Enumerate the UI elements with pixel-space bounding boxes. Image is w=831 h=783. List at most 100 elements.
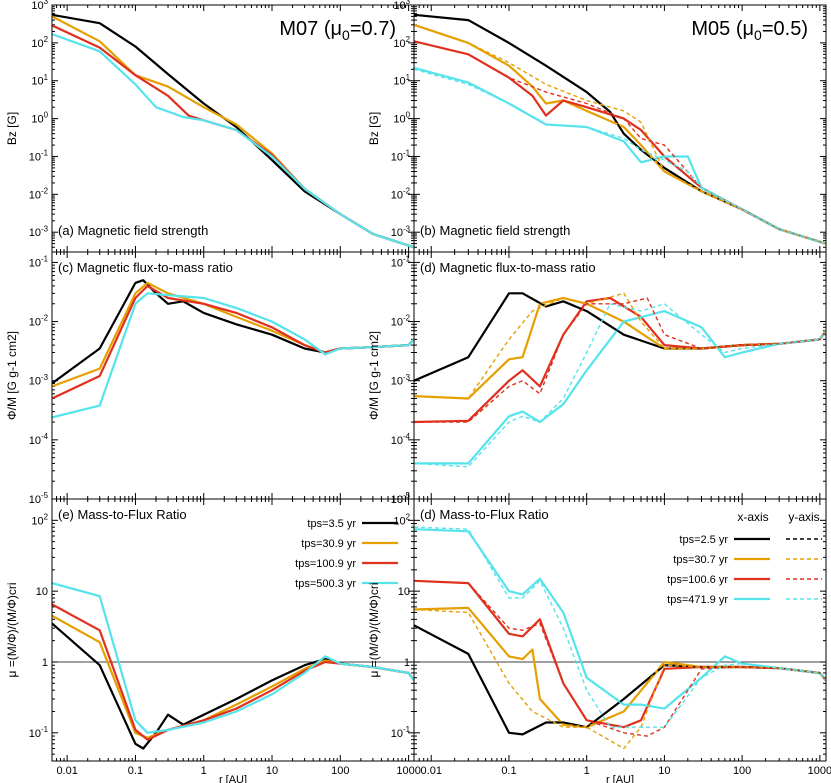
panel-label: (e) Mass-to-Flux Ratio bbox=[58, 507, 187, 522]
y-tick-label: 102 bbox=[393, 512, 410, 527]
ticks-c bbox=[51, 252, 414, 500]
y-tick-label: 10-5 bbox=[29, 491, 49, 506]
series-line bbox=[52, 622, 414, 750]
series-line bbox=[414, 310, 826, 465]
panel-label: (a) Magnetic field strength bbox=[58, 223, 208, 238]
x-tick-label: 1 bbox=[201, 765, 207, 777]
y-tick-label: 102 bbox=[393, 35, 410, 50]
series-line bbox=[52, 279, 414, 385]
series-c bbox=[52, 279, 414, 419]
y-tick-label: 10 bbox=[36, 586, 48, 598]
x-tick-label: 0.01 bbox=[421, 765, 442, 777]
y-tick-label: 102 bbox=[31, 35, 48, 50]
series-line bbox=[414, 579, 826, 729]
series-line bbox=[52, 13, 414, 249]
panel-a: 10-3 10-2 10-1 100 101 102 103 (a) Magnetic fie… bbox=[5, 0, 415, 253]
series-line bbox=[52, 15, 414, 249]
series-d bbox=[414, 292, 826, 468]
x-tick-label: 0.1 bbox=[501, 765, 516, 777]
y-tick-label: 10-3 bbox=[391, 373, 411, 388]
legend-header: y-axis bbox=[788, 510, 819, 524]
series-line bbox=[414, 580, 826, 737]
series-line bbox=[414, 624, 826, 736]
series-e bbox=[52, 582, 414, 750]
series-line bbox=[52, 614, 414, 739]
series-line bbox=[414, 608, 826, 750]
y-axis-label: Φ/M [G g-1 cm2] bbox=[367, 331, 381, 420]
y-tick-label: 10 bbox=[398, 586, 410, 598]
y-tick-label: 100 bbox=[393, 111, 410, 126]
legend-entry: tps=3.5 yr bbox=[307, 518, 356, 530]
y-tick-label: 10-1 bbox=[391, 725, 411, 740]
panel-label: (d) Mass-to-Flux Ratio bbox=[420, 507, 549, 522]
series-line bbox=[414, 40, 826, 245]
y-tick-label: 10-1 bbox=[29, 725, 49, 740]
y-tick-label: 10-3 bbox=[29, 373, 49, 388]
y-axis-label: Φ/M [G g-1 cm2] bbox=[5, 331, 19, 420]
x-tick-label: 100 bbox=[733, 765, 751, 777]
series-line bbox=[414, 24, 826, 245]
x-axis-label: r [AU] bbox=[219, 774, 247, 783]
y-tick-label: 10-4 bbox=[29, 432, 49, 447]
x-tick-label: 1000 bbox=[396, 765, 420, 777]
legend-header: x-axis bbox=[737, 510, 768, 524]
y-tick-label: 10-1 bbox=[29, 254, 49, 269]
panel-title: M05 (μ0=0.5) bbox=[691, 18, 808, 43]
ticks-d bbox=[413, 252, 826, 500]
series-b bbox=[414, 13, 826, 245]
legend-f: x-axis y-axis tps=2.5 yr tps=30.7 yr tps=100… bbox=[667, 510, 822, 606]
panel-f: 10-1 1 10 102 0.01 0.1 1 10 100 1000 (d) Mass-to-F… bbox=[367, 498, 831, 783]
legend-entry: tps=500.3 yr bbox=[295, 578, 356, 590]
y-tick-label: 10-3 bbox=[391, 224, 411, 239]
series-line bbox=[414, 528, 826, 710]
legend-entry: tps=471.9 yr bbox=[667, 594, 728, 606]
legend-entry: tps=30.7 yr bbox=[673, 554, 728, 566]
y-axis-label: μ =(M/Φ)/(M/Φ)cri bbox=[5, 582, 19, 677]
panel-d: 10-5 10-4 10-3 10-2 10-1 (d) Magnetic flux-to… bbox=[367, 251, 827, 506]
legend-entry: tps=30.9 yr bbox=[301, 538, 356, 550]
y-tick-label: 103 bbox=[31, 0, 48, 12]
series-line bbox=[52, 292, 414, 419]
legend-entry: tps=2.5 yr bbox=[679, 534, 728, 546]
axes-frame bbox=[413, 251, 827, 500]
y-tick-label: 103 bbox=[393, 0, 410, 12]
y-axis-label: Bz [G] bbox=[367, 112, 381, 145]
ticks-e bbox=[51, 498, 414, 762]
y-tick-label: 10-3 bbox=[29, 224, 49, 239]
axes-frame bbox=[51, 498, 415, 762]
y-tick-label: 10-1 bbox=[29, 149, 49, 164]
series-line bbox=[414, 68, 826, 245]
panel-b: 10-3 10-2 10-1 100 101 102 103 (b) Magnetic fie… bbox=[367, 0, 827, 253]
x-tick-label: 10 bbox=[658, 765, 670, 777]
legend-entry: tps=100.9 yr bbox=[295, 558, 356, 570]
y-axis-label: μ =(M/Φ)/(M/Φ)cri bbox=[367, 582, 381, 677]
x-tick-label: 0.01 bbox=[56, 765, 77, 777]
panel-label: (d) Magnetic flux-to-mass ratio bbox=[420, 260, 596, 275]
series-line bbox=[414, 13, 826, 245]
axes-frame bbox=[413, 498, 827, 762]
y-tick-label: 102 bbox=[31, 512, 48, 527]
legend-e: tps=3.5 yr tps=30.9 yr tps=100.9 yr tps=500… bbox=[295, 518, 398, 590]
y-tick-label: 10-2 bbox=[391, 314, 410, 329]
series-line bbox=[52, 284, 414, 400]
series-line bbox=[52, 582, 414, 734]
x-tick-label: 10 bbox=[266, 765, 278, 777]
y-tick-label: 10-1 bbox=[391, 149, 411, 164]
axes-frame bbox=[51, 251, 415, 500]
series-line bbox=[414, 296, 826, 424]
y-tick-label: 10-4 bbox=[391, 432, 411, 447]
series-line bbox=[414, 40, 826, 245]
y-tick-label: 10-2 bbox=[391, 186, 410, 201]
series-line bbox=[414, 624, 826, 736]
x-tick-label: 100 bbox=[331, 765, 349, 777]
x-tick-label: 0.1 bbox=[128, 765, 143, 777]
series-f bbox=[414, 526, 826, 750]
x-tick-label: 1 bbox=[584, 765, 590, 777]
y-tick-label: 101 bbox=[31, 73, 48, 88]
panel-title: M07 (μ0=0.7) bbox=[279, 18, 396, 43]
series-a bbox=[52, 13, 414, 249]
panel-c: 10-5 10-4 10-3 10-2 10-1 (c) Magnetic flux-to… bbox=[5, 251, 415, 506]
y-tick-label: 10-5 bbox=[391, 491, 411, 506]
series-line bbox=[52, 603, 414, 741]
